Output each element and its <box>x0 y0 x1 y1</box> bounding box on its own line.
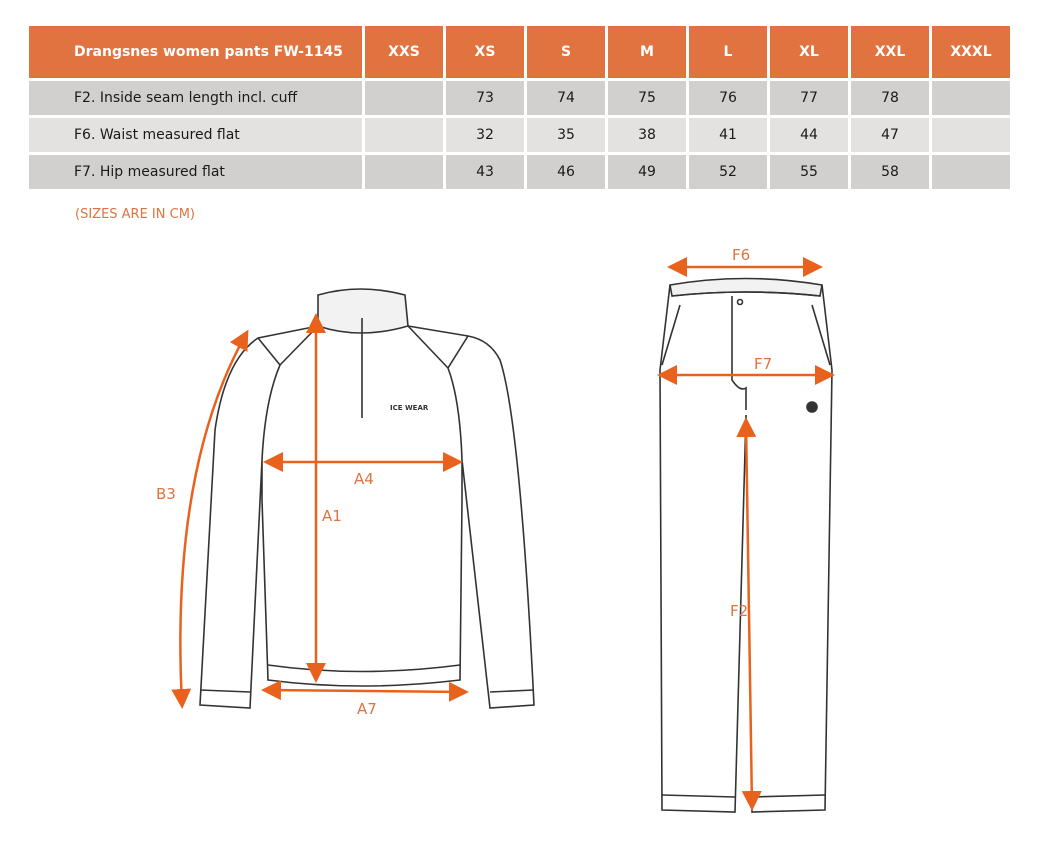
jacket-logo: ICE WEAR <box>390 404 429 412</box>
jacket-measure-arrows <box>171 313 469 709</box>
row-label: F7. Hip measured flat <box>29 155 362 189</box>
cell: 55 <box>770 155 848 189</box>
jacket-illustration <box>199 288 535 709</box>
size-header: XL <box>770 26 848 78</box>
f2-arrow <box>736 417 762 811</box>
units-note: (SIZES ARE IN CM) <box>75 207 195 222</box>
b3-arrow <box>171 329 249 709</box>
row-label: F2. Inside seam length incl. cuff <box>29 81 362 115</box>
a7-arrow <box>261 680 469 702</box>
size-header: XXL <box>851 26 929 78</box>
b3-label: B3 <box>156 485 176 503</box>
f2-label: F2 <box>730 602 748 620</box>
table-title: Drangsnes women pants FW-1145 <box>29 26 362 78</box>
a4-label: A4 <box>354 470 374 488</box>
size-header: S <box>527 26 605 78</box>
table-header-row: Drangsnes women pants FW-1145 XXS XS S M… <box>29 26 1010 78</box>
cell: 76 <box>689 81 767 115</box>
cell: 32 <box>446 118 524 152</box>
cell <box>365 155 443 189</box>
f7-label: F7 <box>754 355 772 373</box>
cell <box>365 118 443 152</box>
size-header: XS <box>446 26 524 78</box>
table-row: F2. Inside seam length incl. cuff 73 74 … <box>29 81 1010 115</box>
cell: 77 <box>770 81 848 115</box>
size-header: M <box>608 26 686 78</box>
cell: 78 <box>851 81 929 115</box>
cell <box>932 155 1010 189</box>
cell: 73 <box>446 81 524 115</box>
a1-label: A1 <box>322 507 342 525</box>
size-header: XXS <box>365 26 443 78</box>
cell: 38 <box>608 118 686 152</box>
size-header: L <box>689 26 767 78</box>
size-header: XXXL <box>932 26 1010 78</box>
table-row: F6. Waist measured flat 32 35 38 41 44 4… <box>29 118 1010 152</box>
a7-label: A7 <box>357 700 377 718</box>
cell: 75 <box>608 81 686 115</box>
pants-measure-arrows <box>657 257 835 811</box>
table-row: F7. Hip measured flat 43 46 49 52 55 58 <box>29 155 1010 189</box>
cell: 41 <box>689 118 767 152</box>
cell <box>932 81 1010 115</box>
size-chart-table: Drangsnes women pants FW-1145 XXS XS S M… <box>26 23 1013 192</box>
cell: 58 <box>851 155 929 189</box>
f6-label: F6 <box>732 246 750 264</box>
cell: 52 <box>689 155 767 189</box>
cell: 43 <box>446 155 524 189</box>
cell <box>365 81 443 115</box>
row-label: F6. Waist measured flat <box>29 118 362 152</box>
pants-illustration <box>659 277 833 813</box>
cell: 74 <box>527 81 605 115</box>
cell <box>932 118 1010 152</box>
cell: 44 <box>770 118 848 152</box>
cell: 47 <box>851 118 929 152</box>
cell: 46 <box>527 155 605 189</box>
cell: 49 <box>608 155 686 189</box>
cell: 35 <box>527 118 605 152</box>
